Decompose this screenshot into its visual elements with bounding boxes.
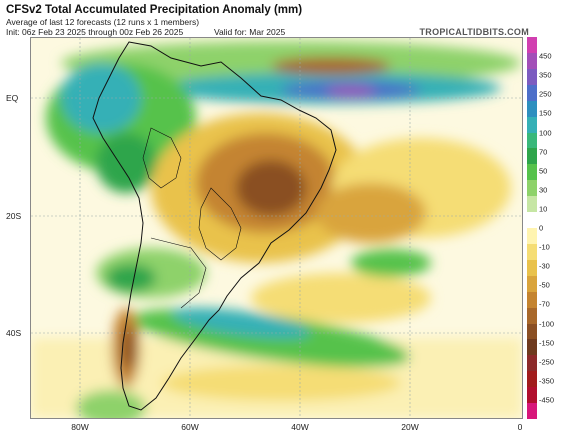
- colorbar-swatch: [527, 100, 537, 118]
- colorbar-label: -150: [539, 338, 555, 348]
- site-credit: TROPICALTIDBITS.COM: [419, 27, 529, 37]
- lat-label: EQ: [6, 93, 19, 103]
- colorbar-label: 10: [539, 204, 548, 214]
- chart-header: CFSv2 Total Accumulated Precipitation An…: [4, 2, 559, 38]
- colorbar-label: -250: [539, 357, 555, 367]
- lon-label: 40W: [291, 422, 309, 432]
- colorbar-label: 30: [539, 185, 548, 195]
- latitude-axis: EQ 20S 40S: [0, 37, 30, 419]
- colorbar-swatch: [527, 387, 537, 404]
- colorbar-swatch: [527, 116, 537, 133]
- colorbar-swatch: [527, 355, 537, 372]
- colorbar-label: 70: [539, 147, 548, 157]
- lat-label: 40S: [6, 328, 22, 338]
- precip-anomaly-map: [30, 37, 523, 419]
- colorbar-labels: 450 350 250 150 100 70 50 30 10 0 -10 -30 -50 -70 -100…: [539, 37, 563, 419]
- colorbar-swatch: [527, 68, 537, 86]
- colorbar-label: -30: [539, 261, 550, 271]
- map-canvas: [31, 38, 522, 418]
- colorbar-swatch: [527, 132, 537, 149]
- colorbar-label: -350: [539, 376, 555, 386]
- colorbar-swatch: [527, 259, 537, 277]
- longitude-axis: 80W 60W 40W 20W 0: [30, 420, 523, 440]
- colorbar-swatch: [527, 291, 537, 309]
- lat-label: 20S: [6, 211, 22, 221]
- lon-label: 0: [517, 422, 523, 432]
- lon-label: 60W: [181, 422, 199, 432]
- colorbar-swatch: [527, 164, 537, 181]
- colorbar-label: -10: [539, 242, 550, 252]
- colorbar-swatch: [527, 403, 537, 420]
- colorbar-label: 350: [539, 70, 552, 80]
- colorbar-swatch: [527, 339, 537, 356]
- colorbar-swatch: [527, 323, 537, 340]
- lon-label: 80W: [71, 422, 89, 432]
- init-time: Init: 06z Feb 23 2025 through 00z Feb 26…: [6, 27, 184, 37]
- colorbar-label: 50: [539, 166, 548, 176]
- colorbar-swatch: [527, 228, 537, 245]
- colorbar-label: -100: [539, 319, 555, 328]
- graticule: [31, 38, 522, 418]
- colorbar-label: 250: [539, 89, 552, 99]
- coastline: [92, 41, 337, 411]
- colorbar-swatch: [527, 180, 537, 197]
- colorbar-label: 100: [539, 128, 552, 137]
- valid-time: Valid for: Mar 2025: [214, 27, 286, 37]
- colorbar-label: -70: [539, 299, 550, 309]
- map-title: CFSv2 Total Accumulated Precipitation An…: [6, 4, 303, 16]
- map-subtitle: Average of last 12 forecasts (12 runs x …: [6, 17, 200, 27]
- lon-label: 20W: [401, 422, 419, 432]
- colorbar-label: -450: [539, 395, 555, 405]
- colorbar-label: -50: [539, 280, 550, 290]
- colorbar-swatch: [527, 307, 537, 324]
- colorbar-swatch: [527, 371, 537, 388]
- colorbar: [527, 37, 537, 420]
- colorbar-swatch: [527, 148, 537, 165]
- colorbar-swatch: [527, 84, 537, 102]
- colorbar-swatch: [527, 243, 537, 261]
- colorbar-label: 0: [539, 223, 544, 233]
- colorbar-label: 150: [539, 108, 552, 118]
- colorbar-swatch: [527, 52, 537, 70]
- colorbar-label: 450: [539, 51, 552, 61]
- colorbar-swatch: [527, 37, 537, 54]
- anomaly-field: [31, 41, 522, 418]
- colorbar-swatch: [527, 275, 537, 293]
- colorbar-swatch: [527, 196, 537, 213]
- colorbar-swatch: [527, 212, 537, 229]
